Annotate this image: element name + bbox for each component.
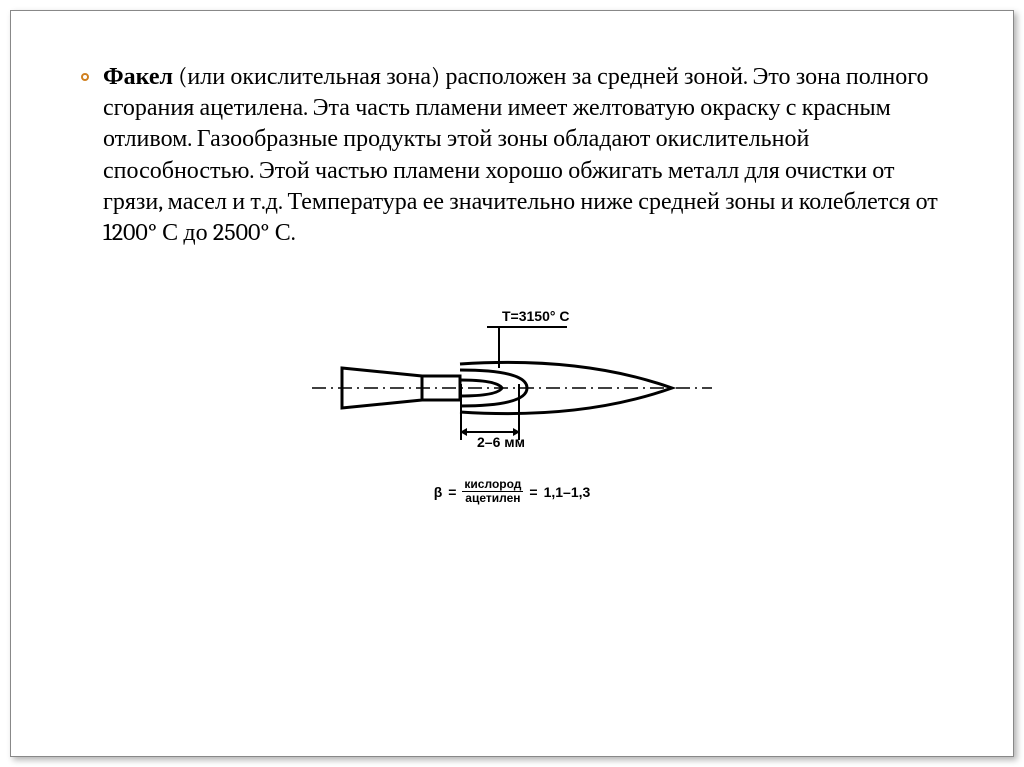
fraction: кислород ацетилен [462, 478, 523, 505]
bullet-item: Факел (или окислительная зона) расположе… [81, 61, 943, 248]
formula-value: 1,1–1,3 [544, 484, 591, 500]
paragraph-rest: (или окислительная зона) расположен за с… [103, 62, 938, 246]
slide-frame: Факел (или окислительная зона) расположе… [10, 10, 1014, 757]
bold-term: Факел [103, 62, 173, 90]
paragraph-text: Факел (или окислительная зона) расположе… [103, 61, 943, 248]
diagram-container: T=3150° C 2–6 мм β = [81, 308, 943, 505]
equals-1: = [448, 484, 456, 500]
denominator: ацетилен [463, 492, 522, 505]
numerator: кислород [462, 478, 523, 492]
dimension-label: 2–6 мм [477, 434, 525, 450]
beta-symbol: β [434, 484, 443, 500]
equals-2: = [529, 484, 537, 500]
flame-diagram: T=3150° C 2–6 мм [302, 308, 722, 468]
formula: β = кислород ацетилен = 1,1–1,3 [434, 478, 591, 505]
dim-line [460, 431, 520, 433]
bullet-dot-icon [81, 73, 89, 81]
